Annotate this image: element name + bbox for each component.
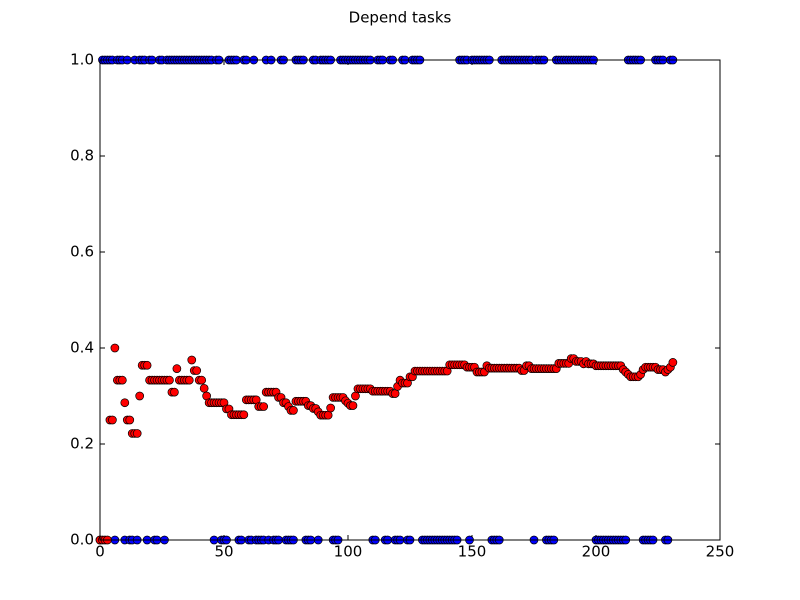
point — [289, 406, 298, 415]
point — [348, 401, 358, 410]
point — [187, 355, 197, 365]
x-tick-label: 150 — [458, 543, 487, 561]
point — [132, 429, 142, 438]
x-tick-label: 50 — [214, 543, 233, 561]
point — [120, 398, 130, 408]
y-tick-label: 0.2 — [70, 435, 94, 453]
x-tick-label: 100 — [334, 543, 363, 561]
x-tick-label: 250 — [706, 543, 735, 561]
point — [108, 415, 117, 425]
point — [125, 415, 135, 425]
point — [170, 387, 179, 397]
y-tick-label: 0.0 — [70, 531, 94, 549]
y-tick-label: 1.0 — [70, 51, 94, 69]
point — [172, 364, 182, 373]
point — [142, 360, 152, 370]
point — [323, 410, 333, 420]
point — [199, 383, 209, 393]
point — [351, 391, 360, 401]
point — [390, 389, 400, 398]
plot-frame — [99, 59, 721, 541]
point — [192, 366, 202, 375]
point — [135, 391, 145, 401]
x-tick-label: 200 — [582, 543, 611, 561]
point — [117, 375, 127, 385]
x-tick-label: 0 — [95, 543, 105, 561]
point — [165, 375, 174, 385]
point — [668, 358, 678, 367]
point — [110, 343, 120, 353]
chart-title: Depend tasks — [349, 9, 452, 27]
point — [259, 402, 269, 411]
point — [197, 375, 207, 385]
y-tick-label: 0.4 — [70, 339, 94, 357]
point — [239, 410, 249, 420]
y-tick-label: 0.6 — [70, 243, 94, 261]
point — [326, 403, 335, 413]
point — [184, 375, 194, 385]
y-tick-label: 0.8 — [70, 147, 94, 165]
